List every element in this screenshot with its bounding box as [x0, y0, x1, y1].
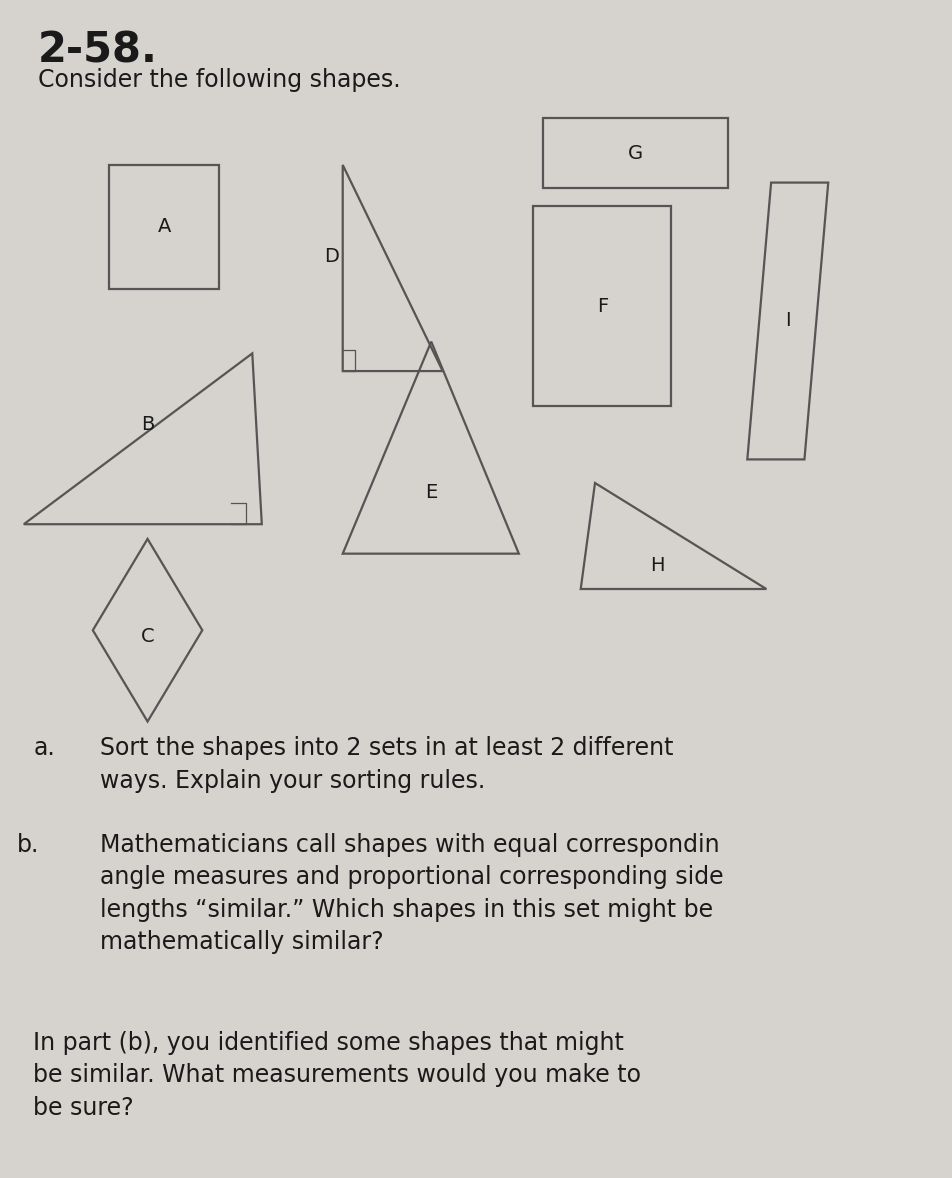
Bar	[533, 206, 671, 406]
Text: B: B	[141, 415, 154, 434]
Text: E: E	[426, 483, 437, 502]
Text: In part (b), you identified some shapes that might
be similar. What measurements: In part (b), you identified some shapes …	[33, 1031, 642, 1120]
Text: b.: b.	[17, 833, 40, 856]
Text: G: G	[628, 144, 644, 163]
Text: I: I	[785, 311, 791, 330]
Text: Sort the shapes into 2 sets in at least 2 different
ways. Explain your sorting r: Sort the shapes into 2 sets in at least …	[100, 736, 673, 793]
Text: Consider the following shapes.: Consider the following shapes.	[38, 68, 401, 92]
Text: Mathematicians call shapes with equal correspondin
angle measures and proportion: Mathematicians call shapes with equal co…	[100, 833, 724, 954]
Text: A: A	[158, 217, 171, 236]
Bar	[109, 165, 219, 289]
Text: C: C	[141, 627, 154, 646]
Text: H: H	[649, 556, 664, 575]
Text: a.: a.	[33, 736, 55, 760]
Text: 2-58.: 2-58.	[38, 29, 158, 72]
Text: F: F	[597, 297, 608, 316]
Bar	[543, 118, 728, 188]
Text: D: D	[324, 247, 339, 266]
